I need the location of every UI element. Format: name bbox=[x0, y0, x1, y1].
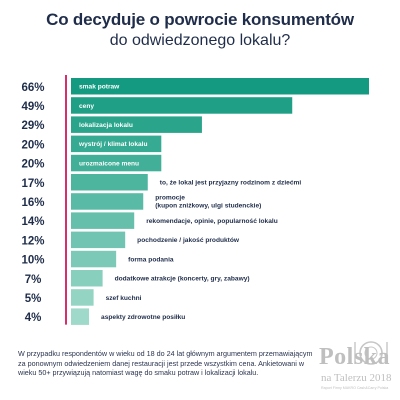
bar bbox=[71, 116, 202, 133]
chart-subtitle: do odwiedzonego lokalu? bbox=[109, 32, 291, 49]
bar bbox=[71, 135, 162, 153]
bar bbox=[71, 212, 135, 229]
category-label: to, że lokal jest przyjazny rodzinom z d… bbox=[160, 180, 302, 187]
category-label: pochodzenie / jakość produktów bbox=[137, 237, 240, 244]
category-label: szef kuchni bbox=[106, 295, 142, 302]
value-label: 17% bbox=[21, 178, 44, 190]
bar bbox=[71, 250, 117, 268]
category-label: ceny bbox=[79, 103, 94, 110]
category-label: aspekty zdrowotne posiłku bbox=[101, 314, 185, 321]
bar bbox=[71, 97, 293, 114]
value-label: 14% bbox=[21, 216, 44, 228]
value-label: 49% bbox=[21, 101, 44, 113]
value-label: 20% bbox=[21, 159, 44, 171]
bar bbox=[71, 174, 148, 191]
bar bbox=[71, 193, 144, 210]
value-label: 29% bbox=[21, 120, 44, 132]
category-label: lokalizacja lokalu bbox=[79, 122, 133, 129]
category-label: dodatkowe atrakcje (koncerty, gry, zabaw… bbox=[115, 276, 250, 283]
value-label: 12% bbox=[21, 235, 44, 247]
plate-fork-knife-icon bbox=[354, 341, 388, 365]
value-label: 16% bbox=[21, 197, 44, 209]
logo-caption: Raport Firmy MAKRO Cash&Carry Polska bbox=[321, 386, 389, 390]
category-label: forma podania bbox=[128, 256, 174, 263]
bar bbox=[71, 308, 90, 325]
value-label: 4% bbox=[25, 312, 42, 324]
category-label: rekomendacje, opinie, popularność lokalu bbox=[146, 218, 278, 225]
footnote-text: W przypadku respondentów w wieku od 18 d… bbox=[18, 349, 313, 378]
category-label-line: promocje bbox=[155, 195, 185, 202]
value-label: 20% bbox=[21, 139, 44, 151]
category-label: promocje (kupon zniżkowy, ulgi studenckie… bbox=[155, 195, 261, 210]
value-label: 7% bbox=[25, 274, 42, 286]
value-label: 10% bbox=[21, 255, 44, 267]
bar bbox=[71, 270, 103, 287]
category-label: urozmaicone menu bbox=[79, 160, 139, 167]
brand-logo: Polska na Talerzu 2018 Raport Firmy MAKR… bbox=[305, 326, 393, 396]
logo-subtitle: na Talerzu 2018 bbox=[321, 372, 392, 384]
bar bbox=[71, 231, 126, 249]
bar bbox=[71, 154, 162, 172]
category-label: smak potraw bbox=[79, 84, 120, 91]
value-label: 5% bbox=[25, 293, 42, 305]
chart-title: Co decyduje o powrocie konsumentów bbox=[46, 10, 354, 29]
value-label: 66% bbox=[21, 82, 44, 94]
bar bbox=[71, 289, 94, 306]
category-label: wystrój / klimat lokalu bbox=[78, 141, 148, 148]
bar bbox=[71, 78, 369, 95]
logo-wordmark: Polska bbox=[319, 344, 391, 370]
category-label-line: (kupon zniżkowy, ulgi studenckie) bbox=[155, 203, 261, 210]
